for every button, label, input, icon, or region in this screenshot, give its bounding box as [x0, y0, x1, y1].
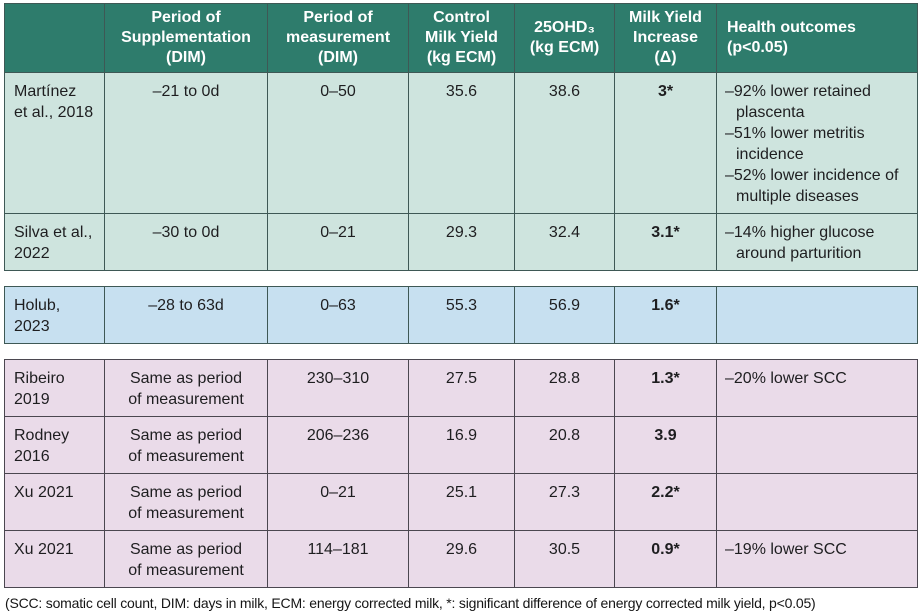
vitd-yield-cell: 30.5: [514, 530, 615, 588]
table-row-xu-2021-b: Xu 2021 Same as period of measurement 11…: [4, 530, 918, 588]
vitd-yield-cell: 38.6: [514, 72, 615, 214]
study-cell: Rodney 2016: [4, 416, 105, 474]
study-cell: Holub, 2023: [4, 286, 105, 344]
measurement-cell: 0–63: [267, 286, 409, 344]
table-row-ribeiro-2019: Ribeiro 2019 Same as period of measureme…: [4, 359, 918, 417]
vitd-yield-cell: 56.9: [514, 286, 615, 344]
header-row: Period of Supplementation (DIM) Period o…: [4, 3, 918, 73]
supplementation-cell: Same as period of measurement: [104, 416, 268, 474]
health-outcomes-cell: –92% lower retained plascenta –51% lower…: [716, 72, 918, 214]
control-yield-cell: 35.6: [408, 72, 515, 214]
health-outcomes-cell: [716, 473, 918, 531]
yield-increase-cell: 2.2*: [614, 473, 717, 531]
header-study: [4, 3, 105, 73]
vitd-yield-cell: 27.3: [514, 473, 615, 531]
vitd-yield-cell: 20.8: [514, 416, 615, 474]
study-cell: Silva et al., 2022: [4, 213, 105, 271]
group-separator: [4, 344, 918, 359]
control-yield-cell: 29.3: [408, 213, 515, 271]
measurement-cell: 114–181: [267, 530, 409, 588]
study-table-transition: Holub, 2023 –28 to 63d 0–63 55.3 56.9 1.…: [4, 286, 918, 344]
table-header: Period of Supplementation (DIM) Period o…: [4, 3, 918, 73]
yield-increase-cell: 1.6*: [614, 286, 717, 344]
measurement-cell: 0–21: [267, 473, 409, 531]
study-cell: Xu 2021: [4, 530, 105, 588]
table-row-martinez-2018: Martínez et al., 2018 –21 to 0d 0–50 35.…: [4, 72, 918, 214]
yield-increase-cell: 3*: [614, 72, 717, 214]
health-outcomes-cell: –14% higher glucose around parturition: [716, 213, 918, 271]
health-outcomes-cell: –20% lower SCC: [716, 359, 918, 417]
yield-increase-cell: 3.1*: [614, 213, 717, 271]
yield-increase-cell: 3.9: [614, 416, 717, 474]
header-milk-yield-increase: Milk Yield Increase (Δ): [614, 3, 717, 73]
measurement-cell: 0–21: [267, 213, 409, 271]
measurement-cell: 230–310: [267, 359, 409, 417]
control-yield-cell: 55.3: [408, 286, 515, 344]
vitd-yield-cell: 28.8: [514, 359, 615, 417]
table-row-rodney-2016: Rodney 2016 Same as period of measuremen…: [4, 416, 918, 474]
yield-increase-cell: 0.9*: [614, 530, 717, 588]
header-25ohd3: 25OHD₃ (kg ECM): [514, 3, 615, 73]
yield-increase-cell: 1.3*: [614, 359, 717, 417]
study-cell: Ribeiro 2019: [4, 359, 105, 417]
control-yield-cell: 16.9: [408, 416, 515, 474]
control-yield-cell: 29.6: [408, 530, 515, 588]
study-cell: Martínez et al., 2018: [4, 72, 105, 214]
control-yield-cell: 25.1: [408, 473, 515, 531]
supplementation-cell: –21 to 0d: [104, 72, 268, 214]
group-separator: [4, 271, 918, 286]
control-yield-cell: 27.5: [408, 359, 515, 417]
supplementation-cell: Same as period of measurement: [104, 359, 268, 417]
study-cell: Xu 2021: [4, 473, 105, 531]
table-row-xu-2021-a: Xu 2021 Same as period of measurement 0–…: [4, 473, 918, 531]
health-outcomes-cell: –19% lower SCC: [716, 530, 918, 588]
supplementation-cell: Same as period of measurement: [104, 473, 268, 531]
header-health-outcomes: Health outcomes (p<0.05): [716, 3, 918, 73]
header-control-milk-yield: Control Milk Yield (kg ECM): [408, 3, 515, 73]
measurement-cell: 0–50: [267, 72, 409, 214]
table-row-holub-2023: Holub, 2023 –28 to 63d 0–63 55.3 56.9 1.…: [4, 286, 918, 344]
footnote: (SCC: somatic cell count, DIM: days in m…: [5, 595, 816, 611]
header-period-supplementation: Period of Supplementation (DIM): [104, 3, 268, 73]
table-row-silva-2022: Silva et al., 2022 –30 to 0d 0–21 29.3 3…: [4, 213, 918, 271]
supplementation-cell: –30 to 0d: [104, 213, 268, 271]
health-outcomes-cell: [716, 416, 918, 474]
header-period-measurement: Period of measurement (DIM): [267, 3, 409, 73]
measurement-cell: 206–236: [267, 416, 409, 474]
study-table-lactation: Ribeiro 2019 Same as period of measureme…: [4, 359, 918, 588]
supplementation-cell: –28 to 63d: [104, 286, 268, 344]
vitd-yield-cell: 32.4: [514, 213, 615, 271]
supplementation-cell: Same as period of measurement: [104, 530, 268, 588]
study-table-prepartum: Period of Supplementation (DIM) Period o…: [4, 3, 918, 271]
health-outcomes-cell: [716, 286, 918, 344]
